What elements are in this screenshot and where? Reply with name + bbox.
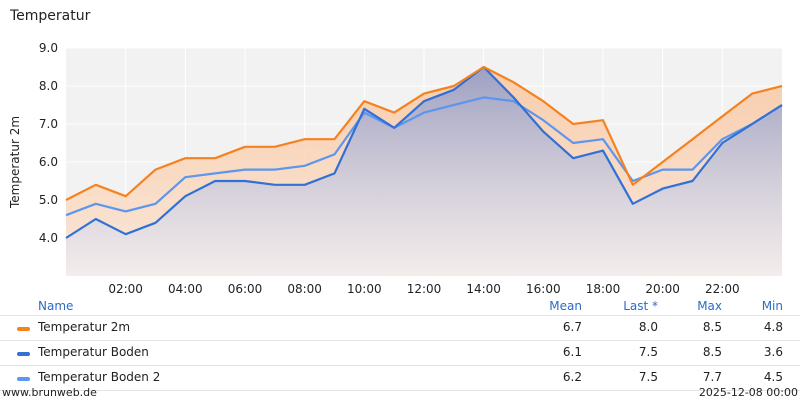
y-tick-label: 9.0 (39, 41, 58, 55)
chart-areas (66, 67, 782, 276)
x-tick-label: 04:00 (168, 282, 203, 296)
temperature-chart: 4.0 5.0 6.0 7.0 8.0 9.0 02:00 04:00 06:00 08:00 1… (8, 41, 783, 296)
y-tick-label: 8.0 (39, 79, 58, 93)
x-tick-label: 16:00 (526, 282, 561, 296)
area-temperatur-boden (66, 67, 782, 276)
x-tick-label: 02:00 (108, 282, 143, 296)
footer-timestamp: 2025-12-08 00:00 (698, 386, 798, 399)
legend-table: Name Mean Last * Max Min Temperatur 2m 6… (0, 297, 800, 391)
legend-swatch (17, 352, 30, 356)
legend-series-name: Temperatur Boden (38, 345, 149, 359)
legend-header-name: Name (38, 299, 74, 313)
legend-mean-value: 6.1 (562, 345, 582, 359)
legend-last-value: 7.5 (638, 370, 658, 384)
legend-max-value: 8.5 (702, 345, 722, 359)
legend-series-name: Temperatur Boden 2 (38, 370, 161, 384)
legend-max-value: 7.7 (702, 370, 722, 384)
legend-min-value: 4.5 (763, 370, 783, 384)
chart-lines (65, 65, 783, 239)
legend-last-value: 7.5 (638, 345, 658, 359)
y-tick-label: 7.0 (39, 117, 58, 131)
legend-mean-value: 6.2 (562, 370, 582, 384)
legend-max-value: 8.5 (702, 320, 722, 334)
legend-row-temperatur-2m[interactable]: Temperatur 2m 6.7 8.0 8.5 4.8 (0, 316, 800, 341)
legend-min-value: 3.6 (763, 345, 783, 359)
y-axis-ticks: 4.0 5.0 6.0 7.0 8.0 9.0 (39, 41, 58, 245)
y-axis-label: Temperatur 2m (8, 116, 22, 209)
legend-header-last: Last * (623, 299, 658, 313)
y-tick-label: 4.0 (39, 231, 58, 245)
series-line-temperatur-boden-2 (65, 96, 783, 217)
legend-row-temperatur-boden[interactable]: Temperatur Boden 6.1 7.5 8.5 3.6 (0, 341, 800, 366)
legend-row-temperatur-boden-2[interactable]: Temperatur Boden 2 6.2 7.5 7.7 4.5 (0, 366, 800, 391)
legend-header-mean: Mean (549, 299, 582, 313)
chart-title: Temperatur (10, 8, 91, 24)
x-tick-label: 18:00 (586, 282, 621, 296)
x-tick-label: 14:00 (466, 282, 501, 296)
footer-source[interactable]: www.brunweb.de (2, 386, 97, 399)
x-tick-label: 22:00 (705, 282, 740, 296)
legend-header-row: Name Mean Last * Max Min (0, 297, 800, 316)
x-axis-ticks: 02:00 04:00 06:00 08:00 10:00 12:00 14:00 16:00… (108, 282, 739, 296)
x-tick-label: 12:00 (407, 282, 442, 296)
x-tick-label: 06:00 (228, 282, 263, 296)
legend-last-value: 8.0 (638, 320, 658, 334)
x-tick-label: 08:00 (287, 282, 322, 296)
legend-header-max: Max (697, 299, 722, 313)
series-line-temperatur-boden (65, 65, 783, 239)
legend-swatch (17, 377, 30, 381)
y-tick-label: 5.0 (39, 193, 58, 207)
legend-min-value: 4.8 (763, 320, 783, 334)
x-tick-label: 20:00 (645, 282, 680, 296)
y-tick-label: 6.0 (39, 155, 58, 169)
legend-mean-value: 6.7 (562, 320, 582, 334)
legend-series-name: Temperatur 2m (38, 320, 131, 334)
legend-swatch (17, 327, 30, 331)
legend-header-min: Min (761, 299, 783, 313)
series-line-temperatur-2m (65, 65, 783, 201)
x-tick-label: 10:00 (347, 282, 382, 296)
